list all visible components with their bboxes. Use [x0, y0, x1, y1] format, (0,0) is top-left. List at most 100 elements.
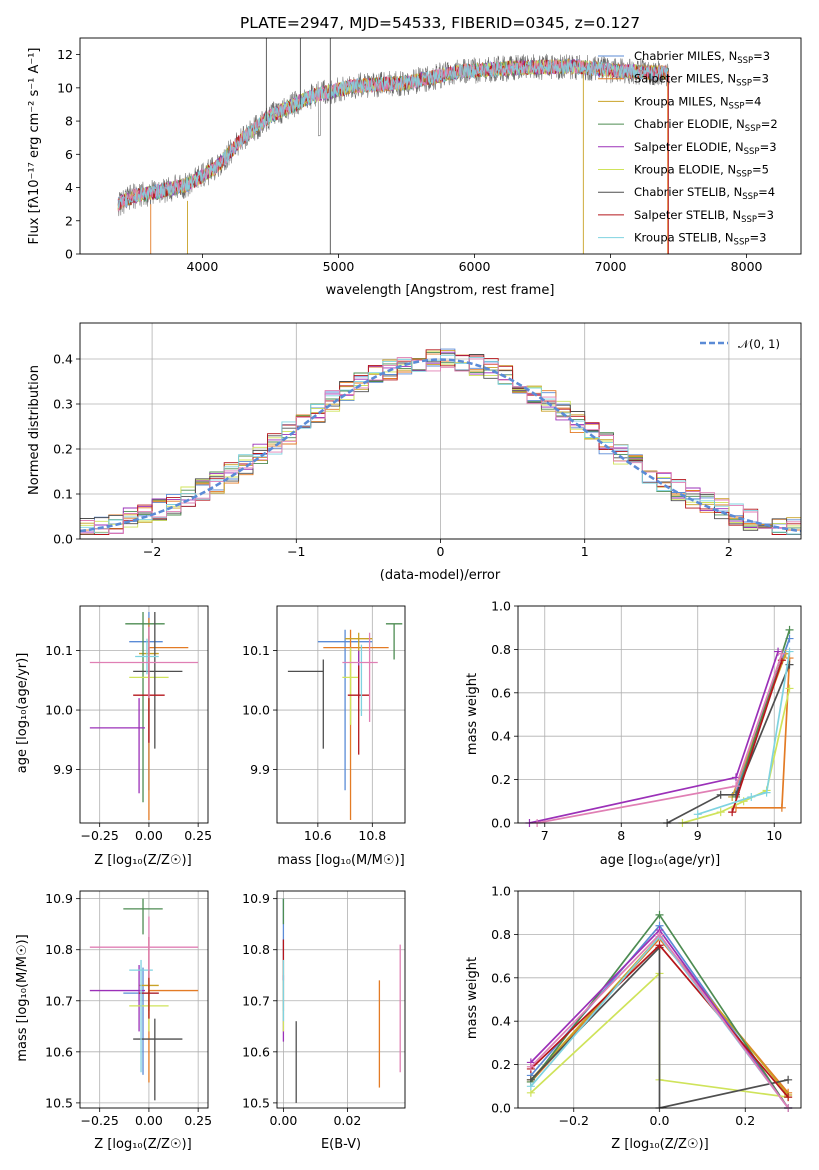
mass-ebv-xlabel: E(B-V) — [321, 1137, 361, 1152]
weight-marker — [762, 788, 771, 797]
spectrum-line — [117, 59, 670, 212]
x-tick-label: 9 — [694, 828, 702, 843]
histogram-series — [80, 357, 801, 535]
legend-label-main: Chabrier STELIB, N — [634, 185, 742, 199]
legend-label: Kroupa ELODIE, NSSP=5 — [634, 163, 769, 180]
age-vs-metallicity-panel: −0.25 0.00 0.25 9.9 10.0 10.1 Z [log₁₀(Z/Z☉)]… — [15, 605, 212, 868]
x-tick-label: 8000 — [731, 259, 763, 274]
y-tick-label: 10.0 — [242, 703, 270, 718]
weight-marker — [716, 808, 725, 817]
y-tick-label: 1.0 — [491, 884, 511, 899]
x-tick-label: 4000 — [187, 259, 219, 274]
y-tick-label: 10.0 — [45, 703, 73, 718]
plot-frame — [276, 890, 406, 1109]
weight-z-ylabel: mass weight — [465, 957, 480, 1039]
age-mass-xlabel: mass [log₁₀(M/M☉)] — [277, 853, 404, 868]
legend-label: Kroupa MILES, NSSP=4 — [634, 94, 761, 111]
weight-marker — [785, 647, 794, 656]
weight-z-xlabel: Z [log₁₀(Z/Z☉)] — [611, 1137, 708, 1152]
y-tick-label: 0.1 — [53, 487, 73, 502]
y-tick-label: 10.9 — [242, 891, 270, 906]
y-tick-label: 0.4 — [491, 1014, 511, 1029]
mass-z-xlabel: Z [log₁₀(Z/Z☉)] — [94, 1137, 191, 1152]
x-tick-label: 0.25 — [184, 1113, 212, 1128]
legend-label-sub: SSP — [736, 170, 752, 180]
mass-vs-ebv-panel: 0.00 0.02 10.5 10.6 10.7 10.8 10.9 E(B-V) — [242, 890, 406, 1152]
x-tick-label: 0.00 — [269, 1113, 297, 1128]
x-tick-label: 0.00 — [135, 828, 163, 843]
x-tick-label: 10.6 — [304, 828, 332, 843]
y-tick-label: 0.0 — [491, 1101, 511, 1116]
x-tick-label: 6000 — [459, 259, 491, 274]
y-tick-label: 10.9 — [45, 891, 73, 906]
histogram-series — [80, 354, 801, 535]
x-tick-label: −0.25 — [81, 1113, 119, 1128]
legend-label-main: Chabrier ELODIE, N — [634, 117, 745, 131]
legend-label-suffix: =3 — [749, 231, 766, 245]
weight-marker — [526, 1062, 535, 1071]
y-tick-label: 10.1 — [45, 643, 73, 658]
legend-label-sub: SSP — [734, 238, 750, 248]
legend-label-suffix: =3 — [760, 140, 777, 154]
y-tick-label: 0.4 — [491, 729, 511, 744]
spectrum-xlabel: wavelength [Angstrom, rest frame] — [326, 283, 555, 298]
y-tick-label: 1.0 — [491, 599, 511, 614]
legend-label-suffix: =5 — [752, 163, 769, 177]
legend-label: Chabrier STELIB, NSSP=4 — [634, 185, 775, 202]
weight-marker — [785, 625, 794, 634]
legend-label: Chabrier MILES, NSSP=3 — [634, 49, 770, 66]
legend-label-suffix: =2 — [761, 117, 778, 131]
weight-marker — [747, 792, 756, 801]
legend-label: Salpeter ELODIE, NSSP=3 — [634, 140, 777, 157]
residuals-ylabel: Normed distribution — [27, 365, 42, 495]
legend-label-main: Salpeter ELODIE, N — [634, 140, 744, 154]
weight-marker — [777, 649, 786, 658]
legend-label: Chabrier ELODIE, NSSP=2 — [634, 117, 778, 134]
legend-label-sub: SSP — [745, 124, 761, 134]
mass-vs-metallicity-panel: −0.25 0.00 0.25 10.5 10.6 10.7 10.8 10.9 Z [log… — [15, 890, 212, 1152]
spectrum-legend: Chabrier MILES, NSSP=3 Salpeter MILES, NS… — [598, 49, 778, 248]
y-tick-label: 9.9 — [53, 762, 73, 777]
weight-line — [666, 664, 791, 823]
spectrum-ylabel: Flux [fλ10⁻¹⁷ erg cm⁻² s⁻¹ A⁻¹] — [27, 48, 42, 245]
age-z-ylabel: age [log₁₀(age/yr)] — [15, 653, 30, 774]
x-tick-label: 7000 — [595, 259, 627, 274]
legend-label-sub: SSP — [742, 192, 758, 202]
y-tick-label: 4 — [65, 180, 73, 195]
y-tick-label: 10.7 — [45, 993, 73, 1008]
x-tick-label: 10 — [766, 828, 782, 843]
legend-label-suffix: =3 — [757, 208, 774, 222]
x-tick-label: 2 — [725, 544, 733, 559]
weight-marker — [784, 1093, 793, 1102]
spectrum-panel: PLATE=2947, MJD=54533, FIBERID=0345, z=0… — [27, 14, 802, 298]
age-z-xlabel: Z [log₁₀(Z/Z☉)] — [94, 853, 191, 868]
legend-label-suffix: =4 — [758, 185, 775, 199]
y-tick-label: 10.7 — [242, 993, 270, 1008]
y-tick-label: 10.1 — [242, 643, 270, 658]
weight-vs-age-panel: 7 8 9 10 0.0 0.2 0.4 0.6 0.8 1.0 age [log₁₀(age/y… — [465, 599, 802, 868]
x-tick-label: −1 — [287, 544, 305, 559]
legend-label-suffix: =3 — [752, 72, 769, 86]
residuals-panel: −2 −1 0 1 2 0.0 0.1 0.2 0.3 0.4 (data-model)/erro… — [27, 322, 802, 583]
legend-label-sub: SSP — [729, 101, 745, 111]
weight-marker — [728, 808, 737, 817]
weight-line — [697, 651, 791, 816]
y-tick-label: 10.6 — [242, 1044, 270, 1059]
y-tick-label: 10.6 — [45, 1044, 73, 1059]
legend-label-main: Kroupa STELIB, N — [634, 231, 734, 245]
weight-age-ylabel: mass weight — [465, 673, 480, 755]
y-tick-label: 0.8 — [491, 642, 511, 657]
reference-legend-label: 𝒩(0, 1) — [738, 337, 780, 351]
y-tick-label: 0.6 — [491, 685, 511, 700]
plot-frame — [79, 37, 802, 255]
legend-label: Salpeter MILES, NSSP=3 — [634, 72, 769, 89]
plot-frame — [79, 322, 802, 540]
weight-marker — [784, 1075, 793, 1084]
x-tick-label: 7 — [541, 828, 549, 843]
x-tick-label: 5000 — [323, 259, 355, 274]
y-tick-label: 0.8 — [491, 927, 511, 942]
weight-marker — [655, 910, 664, 919]
legend-label-main: Kroupa MILES, N — [634, 94, 729, 108]
weight-line — [736, 658, 791, 809]
weight-marker — [777, 803, 786, 812]
